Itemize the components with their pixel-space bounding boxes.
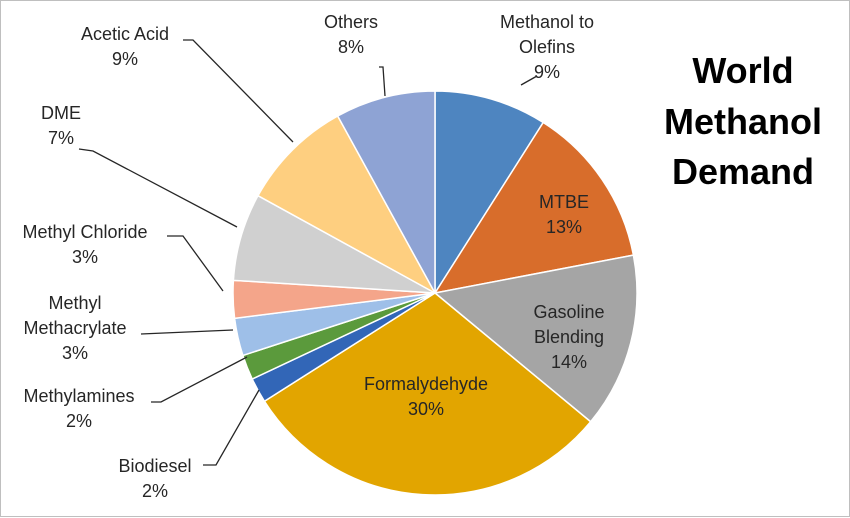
pie-slice-others bbox=[336, 90, 436, 294]
pie-slices bbox=[232, 90, 638, 496]
slice-category-label: Biodiesel bbox=[118, 456, 191, 476]
leader-lines bbox=[78, 39, 538, 466]
slice-category-label: Methacrylate bbox=[23, 318, 126, 338]
slice-labels: Methanol to Olefins 9% MTBE 13% Gasoline Blend… bbox=[22, 12, 604, 501]
pie-slice-formalydehyde bbox=[263, 292, 592, 496]
slice-percent-label: 14% bbox=[551, 352, 587, 372]
leader-line bbox=[140, 329, 234, 335]
slice-category-label: Formalydehyde bbox=[364, 374, 488, 394]
leader-line bbox=[151, 356, 248, 403]
slice-category-label: Acetic Acid bbox=[81, 24, 169, 44]
slice-category-label: Methylamines bbox=[23, 386, 134, 406]
slice-percent-label: 9% bbox=[534, 62, 560, 82]
slice-percent-label: 9% bbox=[112, 49, 138, 69]
leader-line bbox=[167, 235, 224, 292]
slice-percent-label: 3% bbox=[62, 343, 88, 363]
chart-title-line-3: Demand bbox=[672, 151, 814, 192]
slice-category-label: Blending bbox=[534, 327, 604, 347]
slice-category-label: Olefins bbox=[519, 37, 575, 57]
slice-percent-label: 2% bbox=[66, 411, 92, 431]
slice-percent-label: 30% bbox=[408, 399, 444, 419]
chart-title-line-1: World bbox=[692, 50, 793, 91]
slice-percent-label: 7% bbox=[48, 128, 74, 148]
slice-category-label: Others bbox=[324, 12, 378, 32]
slice-category-label: Methyl bbox=[48, 293, 101, 313]
leader-line bbox=[78, 148, 238, 228]
pie-slice-acetic-acid bbox=[256, 114, 437, 295]
leader-line bbox=[520, 75, 538, 86]
leader-line bbox=[379, 66, 386, 97]
slice-percent-label: 13% bbox=[546, 217, 582, 237]
chart-title: World Methanol Demand bbox=[664, 50, 822, 192]
slice-category-label: MTBE bbox=[539, 192, 589, 212]
slice-category-label: Gasoline bbox=[533, 302, 604, 322]
slice-percent-label: 8% bbox=[338, 37, 364, 57]
leader-line bbox=[183, 39, 294, 143]
pie-slice-gasoline-blending bbox=[433, 254, 638, 423]
leader-line bbox=[203, 389, 260, 466]
slice-percent-label: 2% bbox=[142, 481, 168, 501]
slice-category-label: Methyl Chloride bbox=[22, 222, 147, 242]
slice-percent-label: 3% bbox=[72, 247, 98, 267]
chart-title-line-2: Methanol bbox=[664, 101, 822, 142]
pie-slice-mtbe bbox=[433, 121, 635, 295]
pie-slice-methanol-to-olefins bbox=[434, 90, 545, 296]
slice-category-label: DME bbox=[41, 103, 81, 123]
slice-category-label: Methanol to bbox=[500, 12, 594, 32]
